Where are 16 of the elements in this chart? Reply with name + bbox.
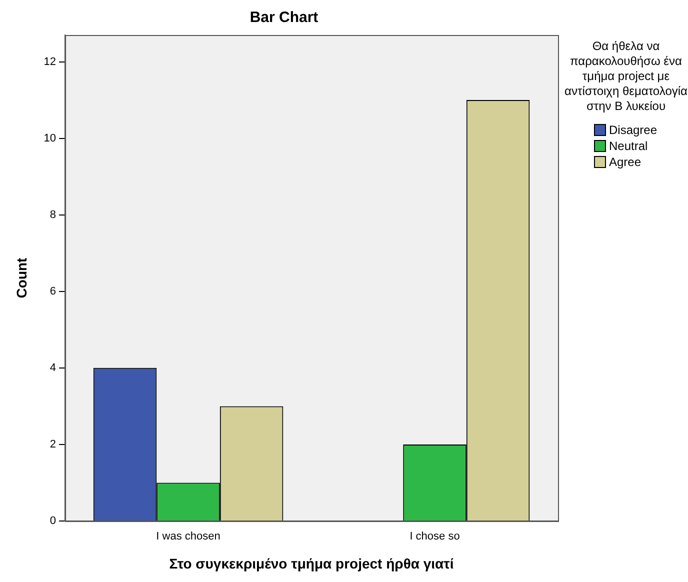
x-tick-label: I was chosen [156,530,220,543]
chart-title: Bar Chart [250,9,318,26]
legend-label: Agree [609,154,642,170]
legend-label: Disagree [609,122,658,138]
y-tick-label: 0 [50,515,56,528]
y-tick-label: 2 [50,438,56,450]
y-tick-label: 4 [50,362,56,374]
y-axis-title: Count [13,257,30,298]
x-axis-title: Στο συγκεκριμένο τμήμα project ήρθα γιατί [169,555,454,572]
x-tick-label: I chose so [410,530,460,543]
y-tick-label: 12 [44,56,56,68]
y-tick-label: 6 [50,285,56,298]
y-tick-label: 8 [50,208,56,221]
y-tick-label: 10 [44,132,56,144]
legend-title: Θα ήθελα να παρακολουθήσω ένα τμήμα project με αντίστοιχη θεματολογία στην Β λυκείου [564,39,688,114]
legend-label: Neutral [609,138,648,154]
